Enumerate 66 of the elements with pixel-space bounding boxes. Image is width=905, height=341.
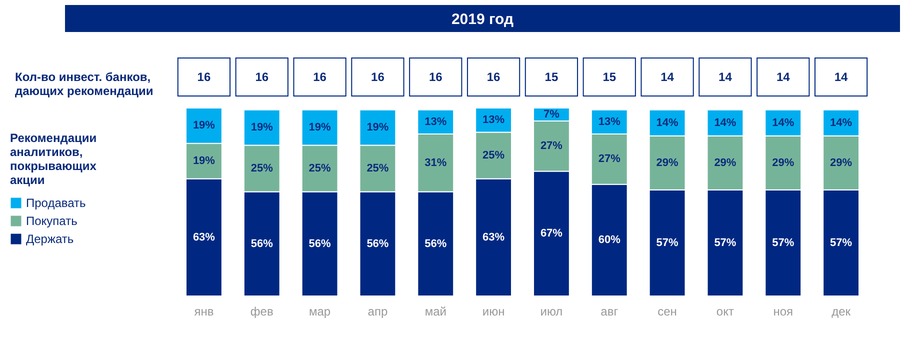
data-label: 14 [660, 70, 674, 84]
data-label: 14% [830, 116, 852, 129]
x-tick-label: окт [716, 304, 734, 318]
x-tick-label: мар [308, 304, 331, 318]
data-label: 14 [834, 70, 848, 84]
data-label: 27% [598, 153, 621, 166]
data-label: 19% [366, 122, 389, 134]
data-label: 29% [830, 156, 852, 169]
legend-label: Продавать [26, 196, 86, 210]
x-tick-label: авг [600, 304, 619, 318]
x-tick-label: июн [482, 304, 505, 318]
x-tick-label: май [424, 304, 446, 318]
data-label: 19% [192, 155, 216, 168]
data-label: 16 [313, 70, 327, 84]
x-tick-label: апр [368, 304, 388, 318]
data-label: 13% [598, 116, 621, 128]
data-label: 56% [366, 238, 389, 250]
data-label: 19% [192, 120, 216, 132]
data-label: 13% [482, 114, 505, 126]
data-label: 25% [308, 162, 332, 174]
legend-label: Держать [26, 232, 74, 246]
data-label: 56% [250, 238, 274, 250]
data-label: 15 [602, 70, 616, 84]
text: Кол-во инвест. банков, дающих рекомендации [15, 70, 154, 98]
data-label: 27% [540, 140, 563, 152]
data-label: 7% [544, 108, 560, 121]
data-label: 31% [424, 156, 447, 169]
data-label: 60% [598, 234, 621, 246]
data-label: 63% [482, 231, 505, 244]
data-label: 25% [366, 162, 389, 174]
data-label: 57% [714, 236, 736, 249]
legend-label: Покупать [26, 214, 78, 228]
x-tick-label: ноя [773, 304, 794, 318]
legend-title: Рекомендации аналитиков, покрывающих акции [10, 131, 97, 187]
data-label: 16 [197, 70, 211, 84]
data-label: 15 [544, 70, 558, 84]
data-label: 14% [656, 116, 679, 129]
x-tick-label: фев [250, 304, 274, 318]
data-label: 16 [371, 70, 385, 84]
data-label: 67% [540, 228, 563, 240]
data-label: 16 [255, 70, 269, 84]
text: 2019 год [451, 11, 514, 28]
x-tick-label: июл [540, 304, 563, 318]
data-label: 29% [772, 156, 794, 169]
data-label: 29% [656, 156, 679, 169]
data-label: 14% [714, 116, 736, 129]
data-label: 63% [192, 231, 216, 244]
data-label: 14 [718, 70, 732, 84]
data-label: 57% [656, 236, 679, 249]
data-label: 56% [424, 238, 447, 250]
data-label: 56% [308, 238, 332, 250]
data-label: 16 [428, 70, 443, 84]
x-tick-label: сен [658, 304, 677, 318]
x-tick-label: янв [194, 304, 214, 318]
data-label: 19% [308, 122, 332, 134]
data-label: 16 [486, 70, 501, 84]
data-label: 14% [772, 116, 794, 129]
data-label: 25% [250, 162, 274, 174]
data-label: 57% [772, 236, 794, 249]
data-label: 29% [714, 156, 736, 169]
data-label: 25% [482, 149, 505, 162]
data-label: 19% [250, 122, 274, 134]
data-label: 57% [830, 236, 852, 249]
x-tick-label: дек [832, 304, 852, 318]
data-label: 14 [776, 70, 790, 84]
data-label: 13% [424, 116, 447, 128]
